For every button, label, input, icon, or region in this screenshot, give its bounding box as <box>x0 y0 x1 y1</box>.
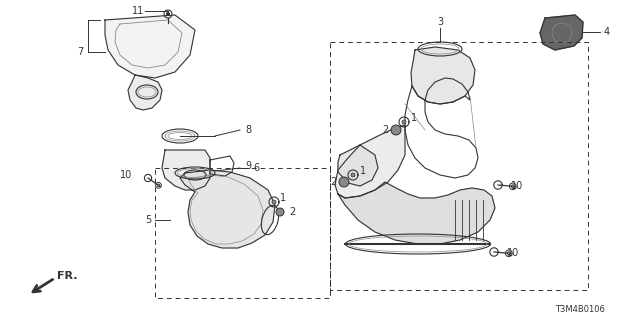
Polygon shape <box>411 47 475 104</box>
Circle shape <box>511 185 515 188</box>
Text: 5: 5 <box>145 215 151 225</box>
Circle shape <box>391 125 401 135</box>
Circle shape <box>166 12 170 16</box>
Polygon shape <box>105 15 195 78</box>
Circle shape <box>351 173 355 177</box>
Text: 10: 10 <box>507 248 519 258</box>
Text: 1: 1 <box>411 113 417 123</box>
Polygon shape <box>162 150 210 190</box>
Circle shape <box>402 120 406 124</box>
Text: 2: 2 <box>382 125 388 135</box>
Polygon shape <box>128 75 162 110</box>
Text: FR.: FR. <box>57 271 77 281</box>
Text: 10: 10 <box>120 170 132 180</box>
Text: 3: 3 <box>437 17 443 27</box>
Polygon shape <box>180 170 275 248</box>
Text: 1: 1 <box>360 166 366 176</box>
Text: 7: 7 <box>77 47 83 57</box>
Polygon shape <box>338 145 378 186</box>
Text: 4: 4 <box>604 27 610 37</box>
Text: 2: 2 <box>330 177 336 187</box>
Bar <box>155 168 330 298</box>
Polygon shape <box>338 182 495 244</box>
Circle shape <box>276 208 284 216</box>
Polygon shape <box>335 125 405 198</box>
Text: 1: 1 <box>280 193 286 203</box>
Circle shape <box>508 252 510 255</box>
Circle shape <box>157 184 160 187</box>
Text: T3M4B0106: T3M4B0106 <box>555 306 605 315</box>
Text: 11: 11 <box>132 6 144 16</box>
Circle shape <box>339 177 349 187</box>
Text: 10: 10 <box>511 181 523 191</box>
Circle shape <box>272 200 276 204</box>
Bar <box>330 42 588 290</box>
Text: 2: 2 <box>289 207 295 217</box>
Text: 6: 6 <box>253 163 259 173</box>
Text: 9: 9 <box>245 161 251 171</box>
Text: 8: 8 <box>245 125 251 135</box>
Polygon shape <box>540 15 583 50</box>
